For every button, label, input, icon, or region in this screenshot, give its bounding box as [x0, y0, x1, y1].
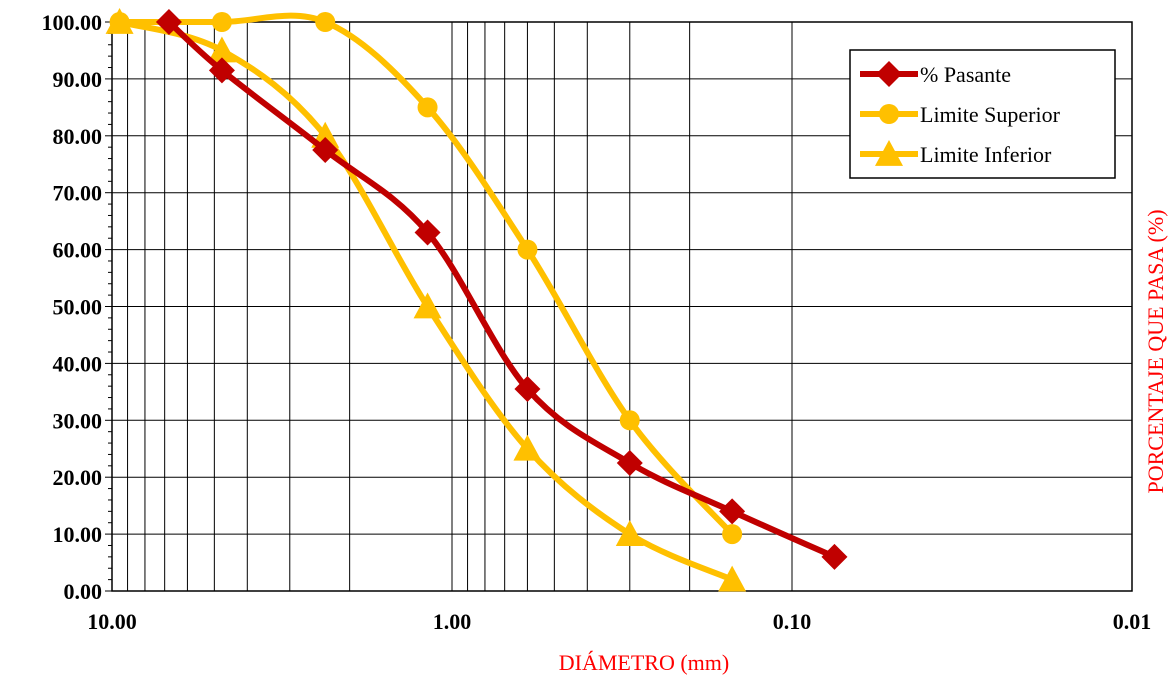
data-point-pasante [719, 498, 746, 525]
y-tick-label: 50.00 [53, 295, 103, 320]
y-tick-label: 90.00 [53, 67, 103, 92]
data-point-limite-superior [722, 524, 743, 545]
data-point-limite-superior [211, 12, 232, 32]
y-tick-label: 70.00 [53, 181, 103, 206]
data-point-pasante [312, 137, 339, 164]
series-line-pasante [165, 19, 838, 560]
data-point-limite-superior [417, 97, 438, 118]
legend-label-pasante: % Pasante [920, 62, 1011, 87]
x-tick-label: 0.10 [773, 609, 812, 634]
y-tick-label: 100.00 [42, 10, 103, 35]
y-tick-label: 0.00 [64, 579, 103, 604]
x-tick-label: 0.01 [1113, 609, 1152, 634]
data-point-limite-inferior [718, 565, 747, 592]
y-tick-label: 10.00 [53, 522, 103, 547]
data-point-pasante [414, 219, 441, 246]
legend-marker-limite-inferior [875, 140, 903, 166]
data-point-pasante [514, 376, 541, 403]
x-tick-label: 1.00 [433, 609, 472, 634]
data-point-limite-inferior [413, 292, 442, 319]
legend-marker-pasante [876, 61, 902, 87]
legend-marker-limite-superior [879, 104, 899, 124]
series-line-limite-superior [116, 12, 736, 538]
data-point-limite-superior [315, 12, 336, 32]
data-point-pasante [208, 57, 235, 84]
legend-label-limite-inferior: Limite Inferior [920, 142, 1052, 167]
x-tick-label: 10.00 [87, 609, 137, 634]
y-tick-label: 20.00 [53, 465, 103, 490]
plot-area-border [111, 21, 1133, 592]
data-point-limite-inferior [615, 520, 644, 546]
axis-ticks [105, 21, 112, 592]
y-axis-title: PORCENTAJE QUE PASA (%) [1143, 209, 1168, 493]
legend-label-limite-superior: Limite Superior [920, 102, 1061, 127]
series-group [105, 8, 848, 592]
y-tick-label: 30.00 [53, 408, 103, 433]
data-point-limite-inferior [513, 434, 542, 461]
y-tick-label: 80.00 [53, 124, 103, 149]
data-point-limite-superior [619, 410, 640, 431]
legend: % Pasante Limite Superior Limite Inferior [849, 49, 1116, 179]
data-point-pasante [155, 9, 182, 35]
x-axis-title: DIÁMETRO (mm) [559, 650, 729, 675]
data-point-pasante [616, 449, 643, 476]
data-point-limite-superior [517, 239, 538, 260]
data-point-pasante [821, 543, 848, 570]
y-tick-label: 40.00 [53, 351, 103, 376]
data-point-limite-inferior [207, 36, 236, 63]
y-tick-label: 60.00 [53, 238, 103, 263]
data-point-limite-inferior [105, 8, 134, 34]
